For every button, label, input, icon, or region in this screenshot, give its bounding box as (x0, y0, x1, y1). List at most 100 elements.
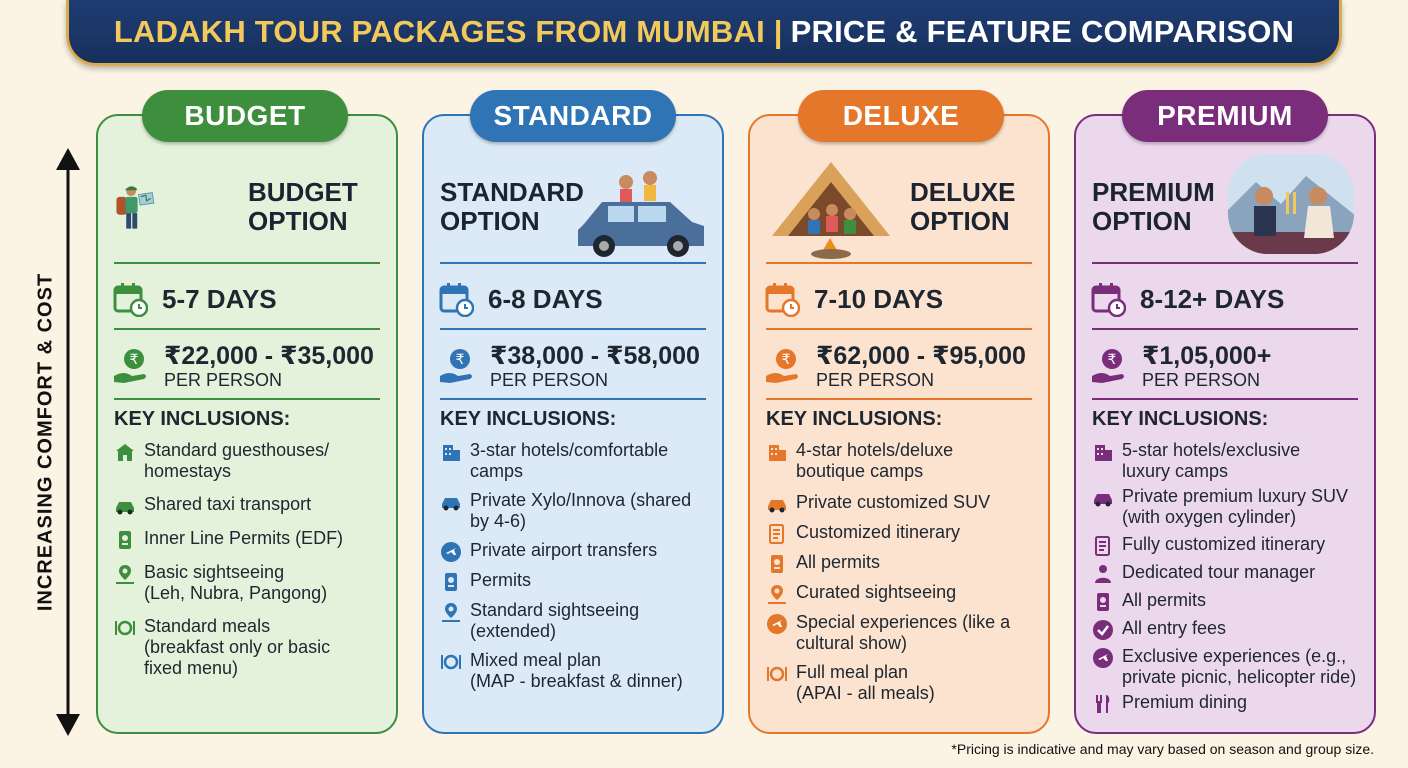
tent-camp-illustration-icon (772, 162, 890, 259)
price-text: ₹1,05,000+ (1142, 341, 1272, 370)
suv-icon (768, 500, 786, 513)
inclusion-text: All permits (1122, 590, 1207, 610)
rupee-hand-icon: ₹ (440, 349, 472, 383)
inclusion-item: 5-star hotels/exclusive luxury camps (1092, 440, 1364, 482)
taxi-icon (116, 502, 134, 515)
inclusion-item: All permits (766, 552, 1038, 575)
price-row: ₹ ₹62,000 - ₹95,000 PER PERSON (764, 338, 1038, 394)
divider (766, 328, 1032, 330)
permit-icon (445, 573, 457, 591)
rupee-hand-icon: ₹ (114, 349, 146, 383)
standard-card: STANDARD OPTION 6-8 DAYS ₹ ₹38,000 - ₹58… (422, 114, 724, 734)
inclusion-text: Standard meals (144, 616, 271, 636)
rupee-hand-icon: ₹ (1092, 349, 1124, 383)
inclusion-text: Special experiences (like a (796, 612, 1011, 632)
title-banner: LADAKH TOUR PACKAGES FROM MUMBAI | PRICE… (66, 0, 1342, 66)
price-row: ₹ ₹22,000 - ₹35,000 PER PERSON (112, 338, 386, 394)
hotel-icon (443, 445, 460, 461)
per-person-label: PER PERSON (1142, 369, 1261, 390)
inclusion-text: Inner Line Permits (EDF) (144, 528, 344, 548)
axis-label: INCREASING COMFORT & COST (34, 272, 57, 612)
inclusion-item: Standard meals (breakfast only or basic fi… (114, 616, 386, 679)
inclusion-text-2: (Leh, Nubra, Pangong) (144, 583, 328, 603)
permit-icon (119, 531, 131, 549)
inclusion-item: Private customized SUV (766, 492, 1038, 515)
inclusion-item: 4-star hotels/deluxe boutique camps (766, 440, 1038, 482)
inclusion-item: Shared taxi transport (114, 494, 386, 517)
inclusion-text: All entry fees (1122, 618, 1227, 638)
inclusion-text-2: (with oxygen cylinder) (1122, 507, 1297, 527)
inclusion-text: Basic sightseeing (144, 562, 285, 582)
divider (440, 398, 706, 400)
inclusion-item: Private premium luxury SUV (with oxygen c… (1092, 486, 1364, 528)
inclusion-text: 4-star hotels/deluxe (796, 440, 954, 460)
option-title-line-2: OPTION (440, 206, 540, 236)
itinerary-icon (1095, 536, 1110, 556)
option-title-line-1: BUDGET (248, 177, 358, 207)
divider (114, 398, 380, 400)
calendar-icon (1091, 283, 1126, 317)
meal-icon (115, 620, 135, 636)
inclusion-text: Curated sightseeing (796, 582, 957, 602)
inclusion-text: Private premium luxury SUV (1122, 486, 1349, 506)
inclusion-item: Inner Line Permits (EDF) (114, 528, 386, 551)
permit-icon (771, 555, 783, 573)
check-icon (1093, 620, 1113, 640)
option-title-line-2: OPTION (910, 206, 1010, 236)
option-title-line-1: DELUXE (910, 177, 1016, 207)
inclusion-text: Exclusive experiences (e.g., (1122, 646, 1347, 666)
manager-icon (1095, 565, 1111, 583)
inclusion-text-2: private picnic, helicopter ride) (1122, 667, 1357, 687)
inclusion-text-2: (extended) (470, 621, 557, 641)
key-inclusions-heading: KEY INCLUSIONS: (766, 408, 943, 430)
option-title-line-1: PREMIUM (1092, 177, 1215, 207)
svg-text:₹: ₹ (1108, 352, 1117, 368)
inclusion-item: 3-star hotels/comfortable camps (440, 440, 712, 482)
inclusion-item: Premium dining (1092, 692, 1364, 715)
inclusion-item: Exclusive experiences (e.g., private picn… (1092, 646, 1364, 688)
premium-card: PREMIUM OPTION 8-12+ DAYS ₹ ₹1,05,000+ P… (1074, 114, 1376, 734)
key-inclusions-heading: KEY INCLUSIONS: (440, 408, 617, 430)
inclusion-item: Dedicated tour manager (1092, 562, 1364, 585)
inclusion-text: 3-star hotels/comfortable (470, 440, 669, 460)
inclusion-text-2: camps (470, 461, 524, 481)
inclusion-item: Permits (440, 570, 712, 593)
meal-icon (441, 654, 461, 670)
inclusion-text: All permits (796, 552, 881, 572)
car-icon (442, 498, 460, 511)
divider (1092, 328, 1358, 330)
key-inclusions-heading: KEY INCLUSIONS: (114, 408, 291, 430)
sightseeing-icon (116, 565, 134, 584)
inclusion-text: Standard sightseeing (470, 600, 640, 620)
inclusion-item: Fully customized itinerary (1092, 534, 1364, 557)
per-person-label: PER PERSON (816, 369, 935, 390)
hotel-icon (769, 445, 786, 461)
inclusion-text-2: by 4-6) (470, 511, 527, 531)
airplane-icon (441, 542, 461, 562)
inclusion-text-3: fixed menu) (144, 658, 239, 678)
inclusion-text: Mixed meal plan (470, 650, 602, 670)
inclusion-item: Basic sightseeing (Leh, Nubra, Pangong) (114, 562, 386, 604)
inclusion-text: Shared taxi transport (144, 494, 312, 514)
calendar-icon (765, 283, 800, 317)
divider (766, 398, 1032, 400)
price-text: ₹62,000 - ₹95,000 (816, 341, 1026, 370)
price-row: ₹ ₹38,000 - ₹58,000 PER PERSON (438, 338, 712, 394)
pricing-footnote: *Pricing is indicative and may vary base… (951, 741, 1374, 757)
duration-row: 8-12+ DAYS (1090, 276, 1364, 322)
inclusion-text: Private Xylo/Innova (shared (470, 490, 692, 510)
inclusion-item: Private airport transfers (440, 540, 712, 563)
divider (114, 262, 380, 264)
hotel-icon (1095, 445, 1112, 461)
divider (1092, 398, 1358, 400)
meal-icon (767, 666, 787, 682)
inclusion-text: Private customized SUV (796, 492, 991, 512)
duration-text: 5-7 DAYS (162, 283, 277, 314)
sightseeing-icon (442, 603, 460, 622)
inclusion-item: All permits (1092, 590, 1364, 613)
permit-icon (1097, 593, 1109, 611)
option-title-line-1: STANDARD (440, 177, 584, 207)
inclusion-text: Fully customized itinerary (1122, 534, 1326, 554)
sightseeing-icon (768, 585, 786, 604)
airplane-icon (767, 614, 787, 634)
